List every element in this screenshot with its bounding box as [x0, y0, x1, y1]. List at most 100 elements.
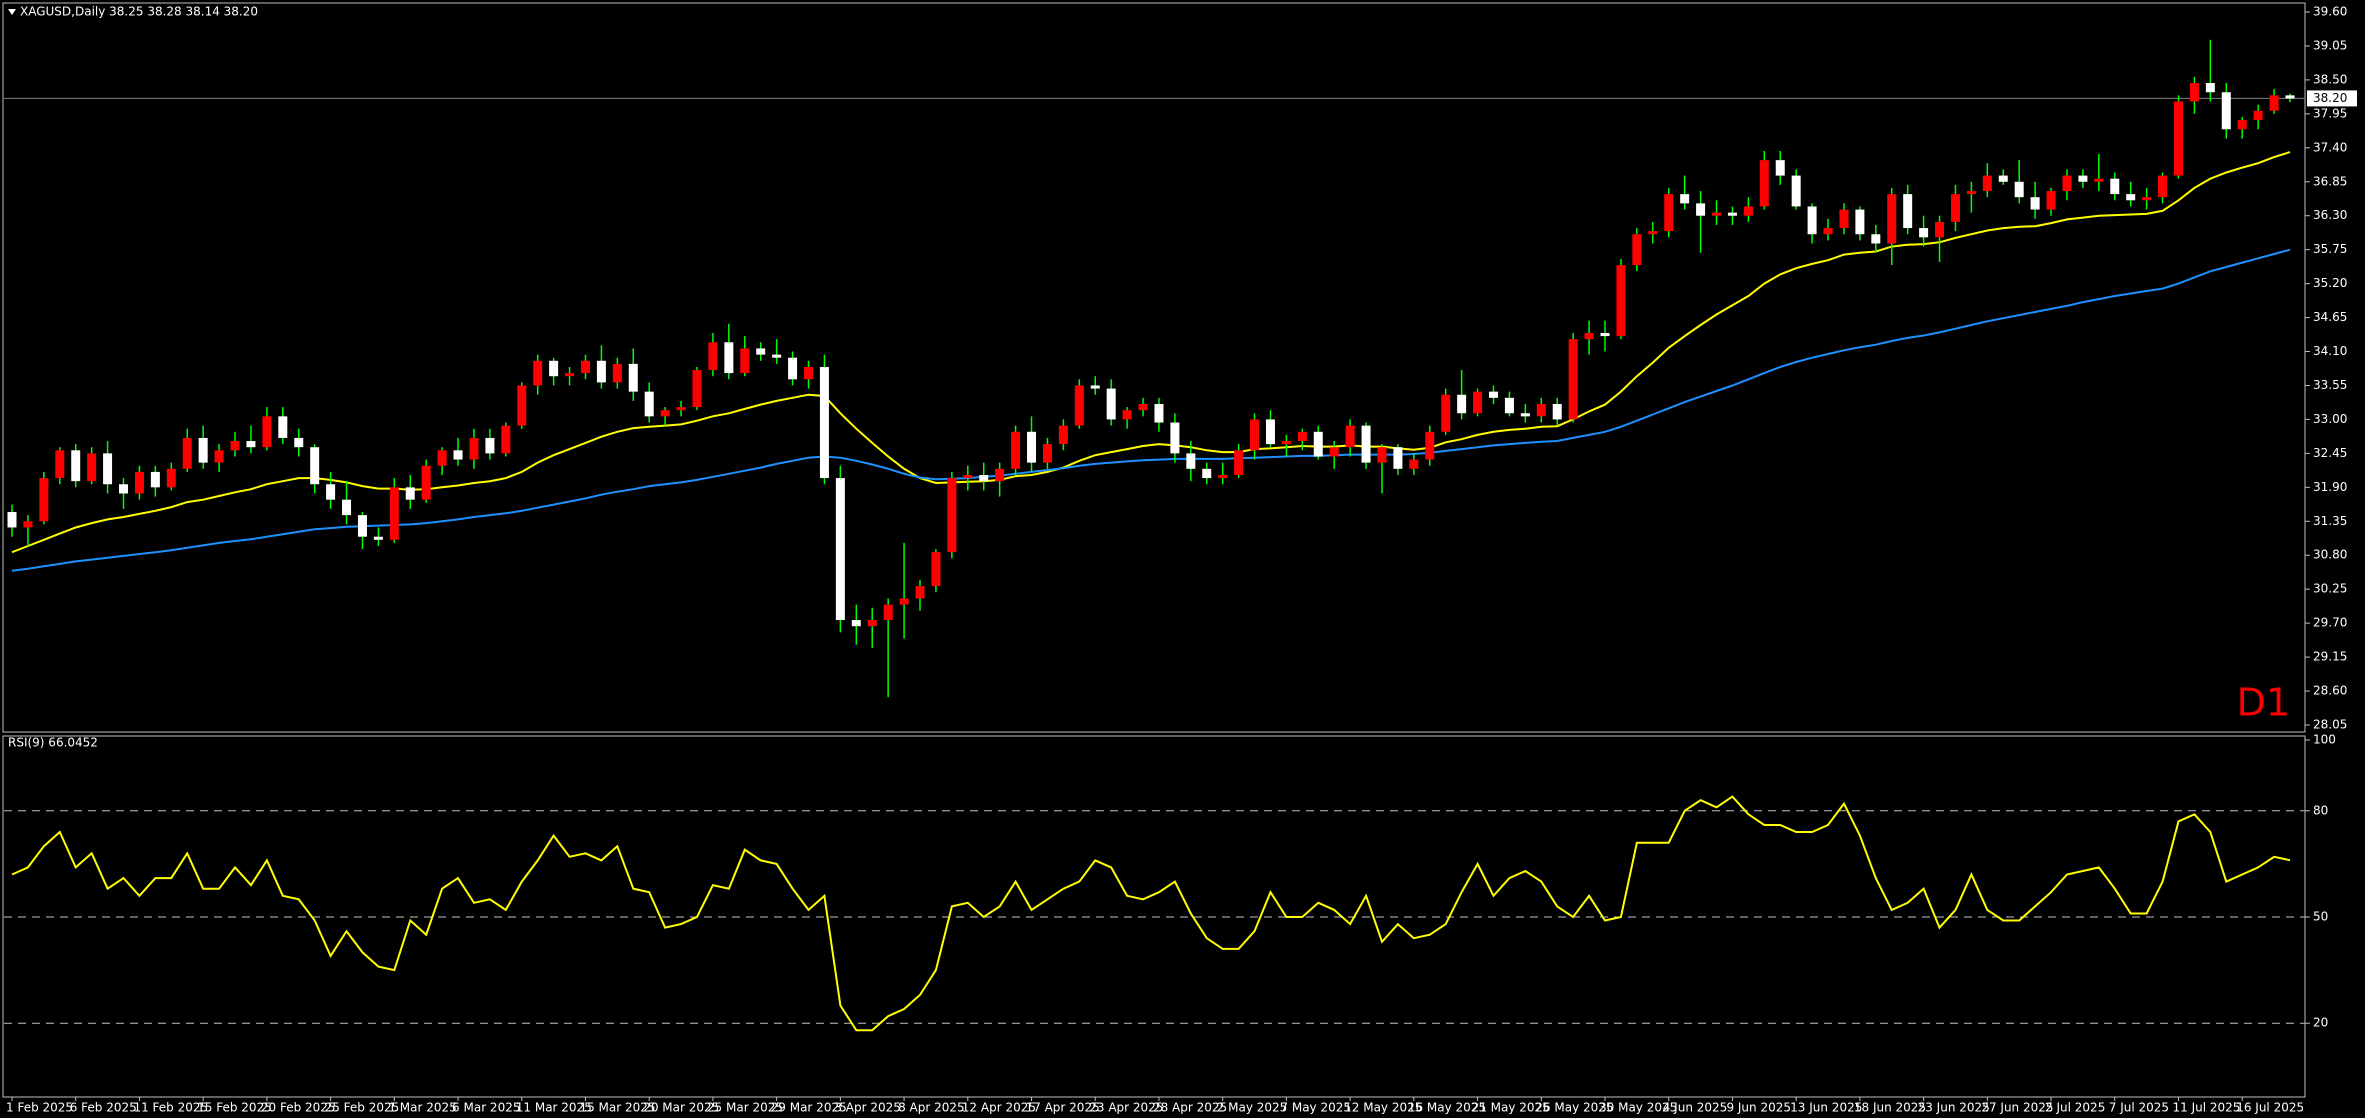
candle-body: [628, 363, 638, 392]
x-tick-label: 4 Jun 2025: [1663, 1101, 1728, 1115]
y-tick-label: 31.90: [2313, 480, 2347, 494]
candle-body: [1345, 425, 1355, 448]
candle-body: [1520, 413, 1530, 417]
candle-body: [660, 410, 670, 417]
candle-body: [1935, 221, 1945, 238]
candle-body: [1552, 403, 1562, 420]
candle-body: [1011, 431, 1021, 469]
candle-body: [947, 478, 957, 553]
candle-body: [883, 604, 893, 621]
candle-body: [1998, 175, 2008, 182]
main-frame: [2, 2, 2306, 733]
x-tick-label: 1 Mar 2025: [388, 1101, 456, 1115]
candle-body: [1361, 425, 1371, 463]
candle-body: [1042, 444, 1052, 463]
candle-body: [1027, 431, 1037, 463]
candle-body: [1759, 160, 1769, 207]
y-tick-label: 30.25: [2313, 582, 2347, 596]
candle-body: [1265, 419, 1275, 445]
candle-body: [198, 437, 208, 463]
y-tick-label: 35.20: [2313, 276, 2347, 290]
y-tick-label: 36.30: [2313, 208, 2347, 222]
candle-body: [1504, 397, 1514, 414]
candle-body: [214, 450, 224, 463]
indicator-line: [11, 151, 2291, 554]
candle-body: [357, 515, 367, 537]
candle-body: [1154, 403, 1164, 423]
candle-body: [2094, 178, 2104, 182]
candle-body: [740, 348, 750, 374]
candle-body: [1807, 206, 1817, 235]
candle-body: [2285, 95, 2295, 99]
x-tick-label: 1 Feb 2025: [6, 1101, 73, 1115]
candle-body: [342, 499, 352, 516]
x-tick-label: 6 Mar 2025: [452, 1101, 520, 1115]
candle-body: [182, 437, 192, 469]
candle-body: [1202, 468, 1212, 479]
candle-body: [485, 437, 495, 454]
candle-body: [262, 416, 272, 448]
candle-body: [230, 441, 240, 451]
candle-body: [867, 620, 877, 627]
candle-body: [1234, 450, 1244, 475]
candle-body: [1727, 212, 1737, 216]
x-tick-label: 16 May 2025: [1408, 1101, 1486, 1115]
candle-body: [1903, 194, 1913, 229]
candle-body: [7, 512, 17, 528]
candle-body: [1106, 388, 1116, 420]
candle-body: [437, 450, 447, 466]
y-tick-label: 100: [2313, 733, 2336, 747]
candle-body: [1839, 209, 1849, 229]
candle-body: [2189, 82, 2199, 102]
candle-body: [389, 487, 399, 540]
candle-body: [1281, 441, 1291, 445]
x-tick-label: 25 Feb 2025: [325, 1101, 400, 1115]
y-tick-label: 29.15: [2313, 650, 2347, 664]
candle-body: [2030, 197, 2040, 210]
candle-body: [596, 360, 606, 383]
menu-arrow[interactable]: [8, 9, 16, 15]
candle-body: [2110, 178, 2120, 195]
candle-body: [788, 357, 798, 380]
candle-body: [644, 391, 654, 417]
candle-body: [1473, 391, 1483, 414]
candle-body: [1696, 203, 1706, 216]
x-tick-label: 12 Apr 2025: [962, 1101, 1036, 1115]
candle-body: [1074, 385, 1084, 426]
candle-body: [1982, 175, 1992, 192]
candle-body: [1250, 419, 1260, 451]
x-tick-label: 12 May 2025: [1344, 1101, 1422, 1115]
candle-body: [1584, 333, 1594, 340]
y-tick-label: 37.95: [2313, 106, 2347, 120]
candle-body: [1743, 206, 1753, 216]
candle-body: [2062, 175, 2072, 192]
candle-body: [1138, 403, 1148, 411]
candle-body: [2269, 95, 2279, 111]
current-price-box: [2307, 90, 2357, 107]
x-tick-label: 6 Feb 2025: [70, 1101, 137, 1115]
candle-body: [804, 366, 814, 380]
candle-body: [421, 465, 431, 500]
x-tick-label: 18 Jun 2025: [1854, 1101, 1926, 1115]
candle-body: [71, 450, 81, 482]
x-tick-label: 13 Jun 2025: [1790, 1101, 1862, 1115]
candle-body: [835, 478, 845, 621]
candle-body: [1632, 234, 1642, 266]
symbol-header: XAGUSD,Daily 38.25 38.28 38.14 38.20: [20, 5, 258, 19]
y-tick-label: 38.50: [2313, 72, 2347, 86]
candle-body: [517, 385, 527, 426]
candle-body: [2173, 101, 2183, 176]
x-tick-label: 9 Jun 2025: [1726, 1101, 1791, 1115]
y-tick-label: 28.60: [2313, 684, 2347, 698]
y-tick-label: 31.35: [2313, 514, 2347, 528]
candle-body: [772, 354, 782, 358]
candle-body: [2221, 92, 2231, 130]
candle-body: [580, 360, 590, 374]
candle-body: [1855, 209, 1865, 235]
candle-body: [1218, 474, 1228, 479]
candle-body: [2237, 120, 2247, 130]
y-tick-label: 37.40: [2313, 140, 2347, 154]
y-tick-label: 34.10: [2313, 344, 2347, 358]
